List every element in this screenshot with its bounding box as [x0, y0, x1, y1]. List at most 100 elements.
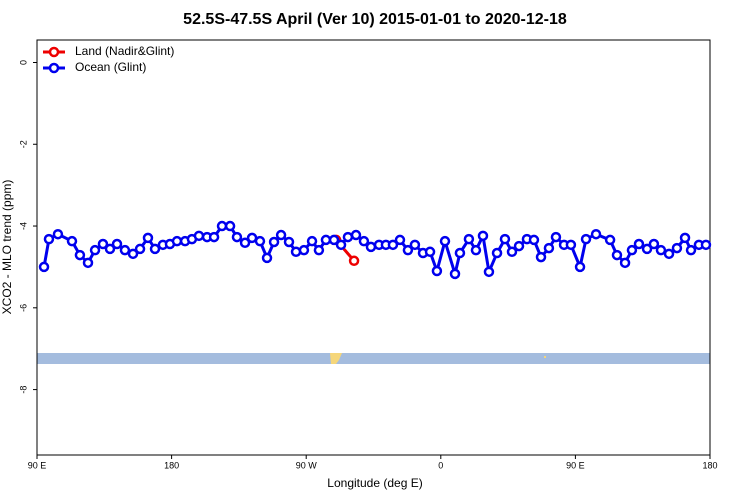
data-point: [663, 248, 675, 260]
x-tick-label: 180: [164, 460, 179, 470]
data-point: [543, 242, 555, 254]
data-point: [74, 249, 86, 261]
x-tick-label: 90 E: [28, 460, 47, 470]
data-point: [402, 244, 414, 256]
data-point: [513, 240, 525, 252]
data-point: [528, 234, 540, 246]
legend-marker: [48, 46, 60, 58]
data-point: [580, 233, 592, 245]
data-point: [633, 238, 645, 250]
data-point: [491, 247, 503, 259]
y-tick-label: -2: [18, 140, 28, 148]
data-point: [679, 232, 691, 244]
x-tick-label: 90 W: [296, 460, 318, 470]
x-tick-label: 180: [702, 460, 717, 470]
data-point: [298, 244, 310, 256]
data-point: [365, 241, 377, 253]
data-point: [590, 228, 602, 240]
data-point: [283, 236, 295, 248]
data-point: [565, 239, 577, 251]
y-tick-label: -4: [18, 222, 28, 230]
data-point: [454, 247, 466, 259]
data-point: [641, 243, 653, 255]
data-point: [499, 233, 511, 245]
data-point: [335, 239, 347, 251]
data-point: [82, 257, 94, 269]
data-point: [261, 252, 273, 264]
x-axis-label: Longitude (deg E): [327, 476, 422, 490]
data-point: [483, 266, 495, 278]
data-point: [648, 238, 660, 250]
data-point: [38, 261, 50, 273]
data-point: [149, 243, 161, 255]
data-point: [506, 246, 518, 258]
data-point: [470, 244, 482, 256]
data-point: [52, 228, 64, 240]
data-point: [313, 244, 325, 256]
land-blob: [544, 356, 546, 358]
land-strip: [37, 353, 710, 364]
data-point: [431, 265, 443, 277]
data-point: [604, 234, 616, 246]
data-point: [43, 233, 55, 245]
data-point: [671, 242, 683, 254]
data-point: [142, 232, 154, 244]
data-point: [439, 235, 451, 247]
data-point: [66, 235, 78, 247]
chart-title: 52.5S-47.5S April (Ver 10) 2015-01-01 to…: [183, 11, 567, 28]
y-axis-label: XCO2 - MLO trend (ppm): [0, 180, 14, 315]
data-point: [275, 229, 287, 241]
data-point: [127, 248, 139, 260]
data-point: [350, 229, 362, 241]
ocean-strip: [37, 353, 710, 364]
data-point: [208, 231, 220, 243]
data-point: [328, 234, 340, 246]
data-point: [193, 230, 205, 242]
data-point: [477, 230, 489, 242]
data-point: [449, 268, 461, 280]
data-point: [619, 257, 631, 269]
data-point: [89, 244, 101, 256]
data-point: [348, 255, 360, 267]
data-point: [231, 231, 243, 243]
data-point: [224, 220, 236, 232]
data-point: [409, 239, 421, 251]
data-point: [387, 239, 399, 251]
data-point: [626, 244, 638, 256]
data-point: [254, 235, 266, 247]
data-point: [550, 231, 562, 243]
data-point: [119, 244, 131, 256]
data-point: [290, 246, 302, 258]
data-point: [394, 234, 406, 246]
data-point: [268, 236, 280, 248]
y-tick-label: -6: [18, 304, 28, 312]
data-point: [685, 244, 697, 256]
data-point: [424, 246, 436, 258]
data-point: [700, 239, 712, 251]
legend-marker: [48, 62, 60, 74]
data-point: [104, 243, 116, 255]
data-point: [134, 243, 146, 255]
land-blob: [330, 353, 342, 364]
x-tick-label: 90 E: [566, 460, 585, 470]
data-point: [463, 233, 475, 245]
data-point: [111, 238, 123, 250]
data-point: [216, 220, 228, 232]
data-point: [171, 235, 183, 247]
data-point: [655, 244, 667, 256]
y-tick-label: -8: [18, 386, 28, 394]
data-point: [535, 251, 547, 263]
data-point: [320, 234, 332, 246]
data-point: [342, 231, 354, 243]
data-point: [239, 237, 251, 249]
legend-label: Ocean (Glint): [75, 60, 146, 74]
data-point: [574, 261, 586, 273]
x-tick-label: 0: [438, 460, 443, 470]
y-tick-label: 0: [18, 60, 28, 65]
data-point: [358, 235, 370, 247]
data-point: [611, 249, 623, 261]
data-point: [306, 235, 318, 247]
data-point: [97, 238, 109, 250]
legend-label: Land (Nadir&Glint): [75, 44, 174, 58]
